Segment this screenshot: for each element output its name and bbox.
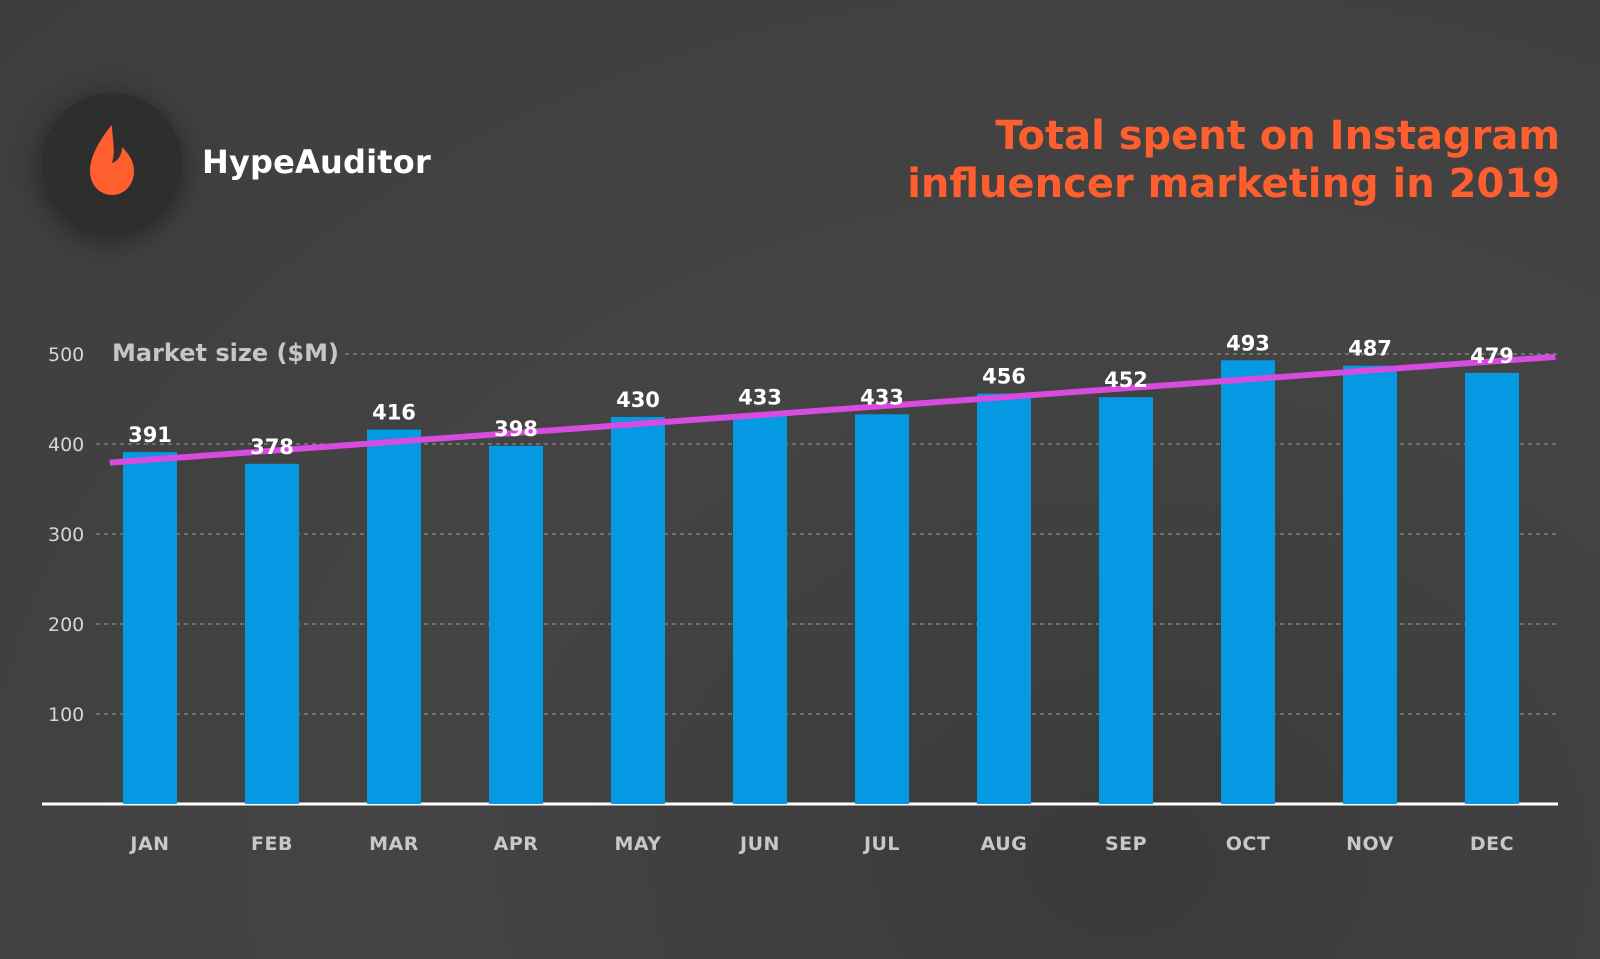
value-label: 433 bbox=[738, 385, 782, 409]
x-tick-label: APR bbox=[494, 833, 539, 855]
x-tick-label: MAY bbox=[614, 833, 661, 855]
y-tick-label: 400 bbox=[48, 434, 84, 456]
value-label: 452 bbox=[1104, 368, 1148, 392]
bar-dec bbox=[1465, 372, 1519, 804]
value-label: 456 bbox=[982, 365, 1026, 389]
x-tick-label: FEB bbox=[251, 833, 293, 855]
bar-feb bbox=[245, 463, 299, 804]
value-label: 378 bbox=[250, 435, 294, 459]
value-label: 430 bbox=[616, 388, 660, 412]
value-label: 493 bbox=[1226, 331, 1270, 355]
bar-aug bbox=[977, 393, 1031, 804]
value-label: 487 bbox=[1348, 337, 1392, 361]
bar-jul bbox=[855, 414, 909, 804]
trend-line bbox=[109, 353, 1556, 466]
value-label: 416 bbox=[372, 401, 416, 425]
y-tick-label: 100 bbox=[48, 704, 84, 726]
bar-jun bbox=[733, 414, 787, 804]
brand-name: HypeAuditor bbox=[202, 143, 431, 181]
x-tick-label: OCT bbox=[1226, 833, 1271, 855]
x-tick-label: AUG bbox=[981, 833, 1028, 855]
y-tick-label: 300 bbox=[48, 524, 84, 546]
bar-mar bbox=[367, 429, 421, 804]
chart-title: Total spent on Instagram influencer mark… bbox=[907, 113, 1560, 207]
x-tick-label: JAN bbox=[128, 833, 169, 855]
bar-jan bbox=[123, 452, 177, 804]
x-tick-label: MAR bbox=[369, 833, 419, 855]
flame-icon bbox=[90, 125, 134, 195]
x-tick-label: DEC bbox=[1470, 833, 1514, 855]
x-tick-label: JUL bbox=[862, 833, 900, 855]
x-tick-label: SEP bbox=[1105, 833, 1147, 855]
bar-apr bbox=[489, 445, 543, 804]
value-label: 398 bbox=[494, 417, 538, 441]
y-tick-label: 200 bbox=[48, 614, 84, 636]
logo bbox=[42, 93, 182, 233]
x-tick-label: NOV bbox=[1346, 833, 1394, 855]
y-tick-label: 500 bbox=[48, 344, 84, 366]
value-label: 479 bbox=[1470, 344, 1514, 368]
bar-may bbox=[611, 417, 665, 804]
y-axis-label: Market size ($M) bbox=[112, 339, 339, 367]
value-label: 391 bbox=[128, 423, 172, 447]
bar-sep bbox=[1099, 397, 1153, 804]
bar-nov bbox=[1343, 365, 1397, 804]
x-tick-label: JUN bbox=[738, 833, 780, 855]
bar-oct bbox=[1221, 360, 1275, 804]
value-label: 433 bbox=[860, 385, 904, 409]
